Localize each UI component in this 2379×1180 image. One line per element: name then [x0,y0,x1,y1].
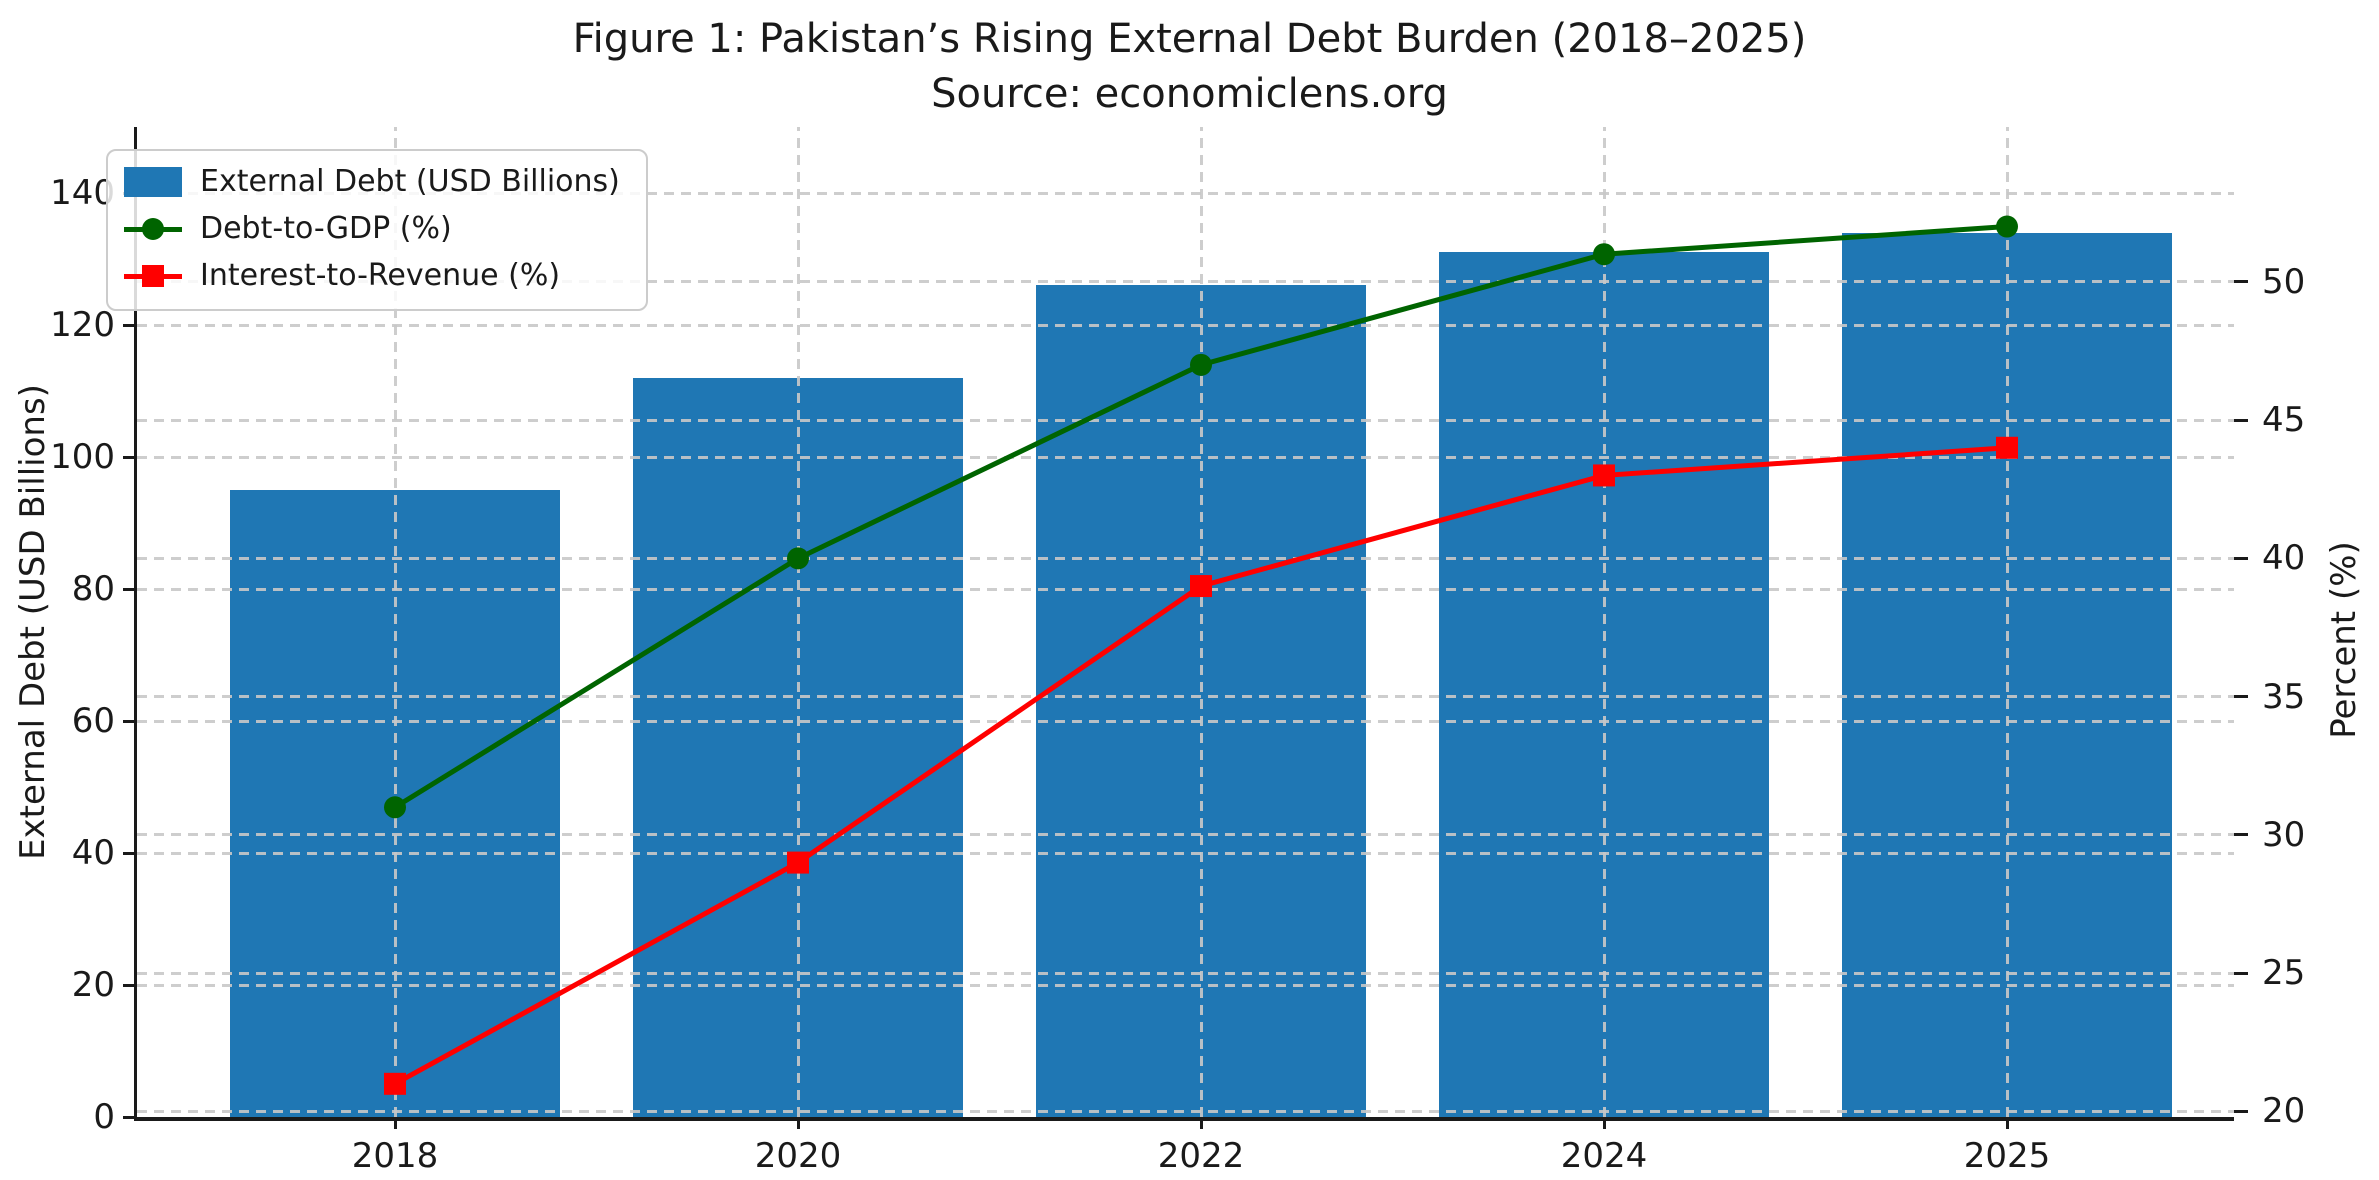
h-gridline-left [137,719,2234,723]
legend-item: External Debt (USD Billions) [124,163,620,201]
v-gridline [2005,127,2009,1117]
left-tick-label: 60 [71,701,115,741]
left-tick-label: 20 [71,965,115,1005]
right-tick-mark [2234,418,2248,422]
x-tick-label: 2024 [1560,1136,1648,1176]
x-tick-label: 2025 [1963,1136,2051,1176]
left-tick-label: 100 [50,437,115,477]
x-tick-label: 2020 [754,1136,842,1176]
h-gridline-left [137,983,2234,987]
h-gridline-left [137,851,2234,855]
left-tick-mark [123,719,137,723]
left-tick-mark [123,455,137,459]
legend-label: Interest-to-Revenue (%) [200,258,561,293]
legend-square-swatch [124,260,182,292]
left-axis-spine [134,127,137,1120]
left-tick-label: 0 [93,1097,115,1137]
right-tick-label: 30 [2262,814,2306,855]
x-tick-label: 2022 [1157,1136,1245,1176]
right-tick-mark [2234,1109,2248,1113]
legend-label: External Debt (USD Billions) [200,164,620,199]
right-tick-label: 40 [2262,538,2306,579]
h-gridline-right [137,971,2234,975]
left-tick-mark [123,851,137,855]
left-tick-mark [123,323,137,327]
h-gridline-right [137,556,2234,560]
v-gridline [796,127,800,1117]
right-tick-label: 45 [2262,400,2306,441]
x-tick-mark [393,1117,397,1129]
left-tick-label: 140 [50,173,115,213]
circle-marker-icon [142,218,164,240]
h-gridline-left [137,323,2234,327]
chart-source-subtitle: Source: economiclens.org [931,71,1448,117]
square-marker-icon [142,265,164,287]
left-tick-mark [123,1115,137,1119]
right-tick-mark [2234,280,2248,284]
right-tick-label: 25 [2262,953,2306,994]
bottom-axis-spine [134,1117,2234,1121]
left-tick-label: 40 [71,833,115,873]
left-tick-label: 80 [71,569,115,609]
h-gridline-left [137,587,2234,591]
x-tick-mark [1602,1117,1606,1129]
h-gridline-right [137,418,2234,422]
left-tick-mark [123,587,137,591]
right-tick-mark [2234,695,2248,699]
right-tick-mark [2234,971,2248,975]
right-tick-label: 50 [2262,261,2306,302]
legend-item: Interest-to-Revenue (%) [124,257,620,295]
h-gridline-right [137,1109,2234,1113]
h-gridline-left [137,455,2234,459]
right-tick-mark [2234,833,2248,837]
x-tick-mark [796,1117,800,1129]
right-tick-mark [2234,556,2248,560]
left-tick-label: 120 [50,305,115,345]
v-gridline [1199,127,1203,1117]
x-tick-label: 2018 [351,1136,439,1176]
legend: External Debt (USD Billions) Debt-to-GDP … [106,149,648,311]
right-tick-label: 20 [2262,1091,2306,1132]
left-tick-mark [123,983,137,987]
right-axis-title: Percent (%) [2324,541,2364,739]
x-tick-mark [2005,1117,2009,1129]
h-gridline-right [137,833,2234,837]
legend-circle-swatch [124,213,182,245]
chart-title: Figure 1: Pakistan’s Rising External Deb… [572,16,1807,62]
bar-swatch-icon [124,167,182,197]
v-gridline [1602,127,1606,1117]
h-gridline-right [137,695,2234,699]
h-gridline-left [137,191,2234,195]
legend-label: Debt-to-GDP (%) [200,211,452,246]
right-tick-label: 35 [2262,676,2306,717]
legend-item: Debt-to-GDP (%) [124,210,620,248]
legend-bar-swatch [124,166,182,198]
x-tick-mark [1199,1117,1203,1129]
title-block: Figure 1: Pakistan’s Rising External Deb… [0,12,2379,122]
